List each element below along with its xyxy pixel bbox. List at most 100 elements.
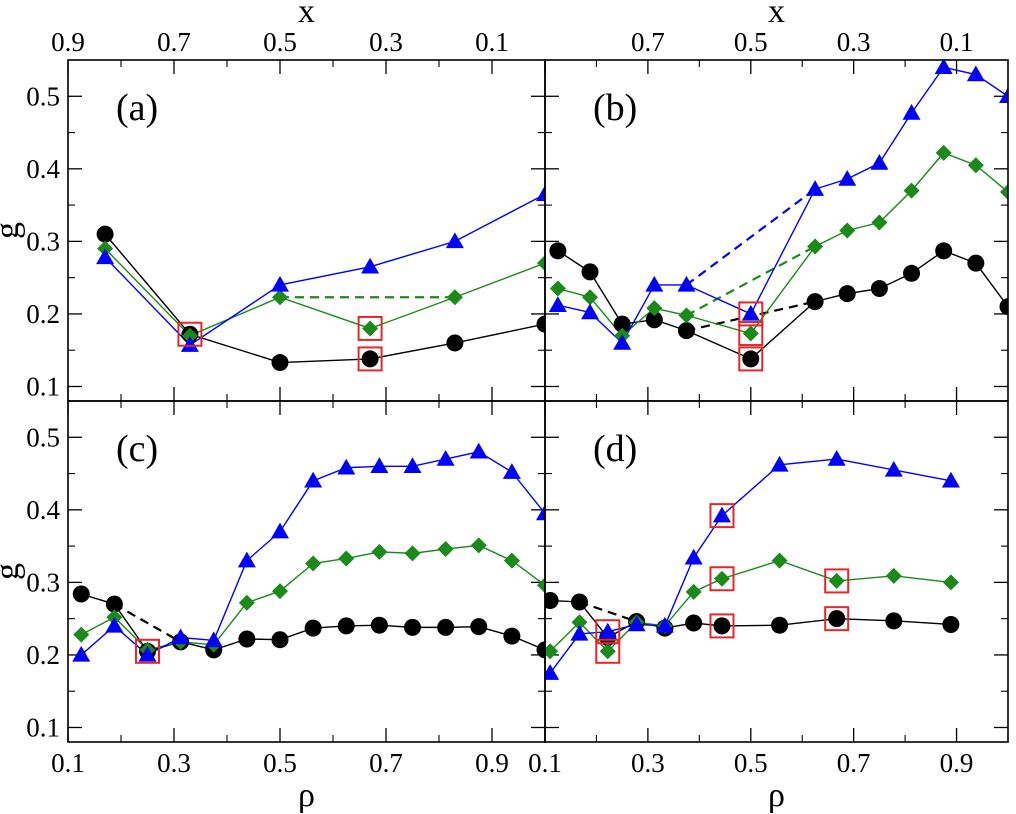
diamond-marker [73, 626, 90, 643]
plot-area [548, 60, 1008, 372]
circle-marker [570, 593, 588, 611]
triangle-marker [138, 645, 157, 662]
triangle-marker [934, 60, 953, 75]
x-tick-label: 0.1 [51, 748, 85, 778]
top-tick-label: 0.5 [734, 27, 768, 57]
triangle-marker [105, 616, 124, 633]
triangle-marker [72, 645, 91, 662]
triangle-marker [337, 458, 356, 475]
panel-label: (a) [116, 87, 158, 129]
diamond-marker [903, 182, 920, 199]
diamond-marker [885, 567, 902, 584]
circle-marker [238, 630, 256, 648]
triangle-marker [677, 275, 696, 292]
y-axis-title: g [0, 222, 26, 239]
top-tick-label: 0.3 [369, 27, 403, 57]
highlight-box [824, 606, 850, 632]
top-tick-label: 0.5 [263, 27, 297, 57]
triangle-marker [827, 450, 846, 466]
circle-marker [677, 322, 695, 340]
triangle-marker [941, 471, 960, 488]
y-tick-label: 0.2 [26, 640, 60, 670]
diamond-marker [362, 320, 379, 337]
triangle-marker [870, 154, 889, 170]
diamond-marker [571, 614, 588, 631]
circle-marker [870, 280, 888, 298]
diamond-marker [771, 552, 788, 569]
top-tick-label: 0.1 [940, 27, 974, 57]
triangle-marker [884, 460, 903, 477]
diamond-marker [545, 643, 559, 660]
diamond-marker [338, 550, 355, 567]
diamond-marker [646, 300, 663, 317]
circle-marker [470, 618, 488, 636]
circle-marker [536, 641, 545, 659]
circle-marker [903, 264, 921, 282]
triangle-marker [712, 506, 731, 523]
triangle-marker [902, 103, 921, 120]
panel-c: (c) 0.1 0.2 0.3 0.4 0.5 0.1 0.3 0.5 0.7 0.9 ρ g [0, 400, 546, 814]
triangle-marker [536, 185, 545, 201]
triangle-marker [838, 169, 857, 186]
circle-marker [806, 293, 824, 311]
highlight-box [738, 346, 764, 372]
triangle-marker [204, 631, 223, 648]
triangle-marker [598, 622, 617, 639]
diamond-marker [871, 214, 888, 231]
top-tick-label: 0.7 [631, 27, 665, 57]
circle-marker [96, 225, 114, 243]
y-tick-label: 0.4 [26, 495, 60, 525]
panel-label: (b) [593, 87, 637, 129]
diamond-marker [549, 280, 566, 297]
triangle-marker [502, 463, 521, 479]
triangle-marker [304, 471, 323, 488]
plot-area [545, 450, 960, 680]
x-tick-label: 0.9 [940, 748, 974, 778]
bottom-axis-title: ρ [298, 777, 315, 814]
dashed-connector [579, 600, 637, 623]
diamond-marker [839, 222, 856, 239]
highlight-box [738, 301, 764, 327]
circle-marker [935, 242, 953, 260]
panel-label: (d) [593, 428, 637, 470]
circle-marker [337, 617, 355, 635]
series-line-circles [104, 233, 545, 364]
triangle-marker [645, 275, 664, 292]
series-line-triangles [104, 193, 545, 347]
circle-marker [742, 350, 760, 368]
x-tick-label: 0.3 [157, 748, 191, 778]
triangle-marker [370, 457, 389, 474]
triangle-marker [237, 551, 256, 568]
triangle-marker [361, 257, 380, 274]
diamond-marker [272, 289, 288, 306]
dashed-connector [685, 188, 816, 286]
triangle-marker [545, 664, 560, 680]
x-tick-label: 0.7 [837, 748, 871, 778]
circle-marker [581, 263, 599, 281]
circle-marker [536, 315, 545, 333]
circle-marker [503, 627, 521, 645]
y-tick-label: 0.4 [26, 154, 60, 184]
top-tick-label: 0.1 [475, 27, 509, 57]
diamond-marker [742, 325, 759, 342]
top-axis-title: x [298, 0, 315, 30]
circle-marker [713, 617, 731, 635]
circle-marker [271, 631, 289, 649]
diamond-marker [371, 543, 388, 560]
diamond-marker [537, 577, 545, 594]
highlight-box [177, 321, 203, 347]
highlight-box [357, 315, 383, 341]
diamond-marker [582, 289, 599, 306]
x-tick-label: 0.9 [475, 748, 509, 778]
panel-label: (c) [116, 428, 158, 470]
diamond-marker [713, 570, 730, 587]
triangle-marker [171, 628, 190, 645]
plot-area [72, 442, 545, 664]
y-tick-label: 0.5 [26, 422, 60, 452]
triangle-marker [684, 548, 703, 565]
circle-marker [361, 350, 379, 368]
circle-marker [613, 315, 631, 333]
highlight-box [709, 503, 735, 529]
top-tick-label: 0.3 [837, 27, 871, 57]
